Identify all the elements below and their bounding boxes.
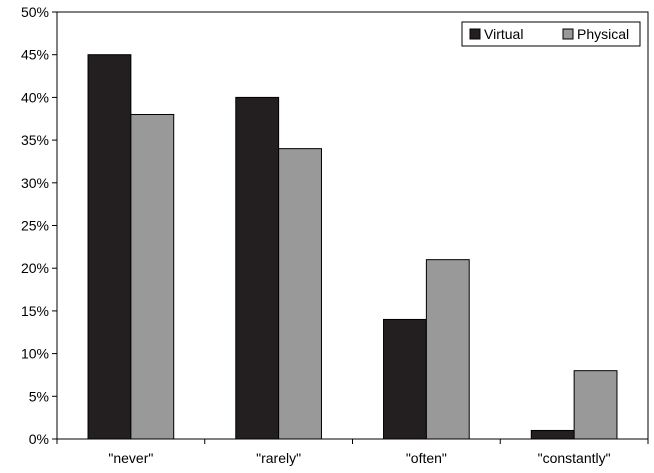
y-tick-label: 20% xyxy=(21,260,49,276)
bar-virtual-3 xyxy=(530,429,575,440)
y-tick-label: 15% xyxy=(21,303,49,319)
bar-physical-0 xyxy=(130,113,175,440)
x-category-label: "constantly" xyxy=(538,450,611,466)
y-tick-label: 45% xyxy=(21,47,49,63)
y-tick-label: 0% xyxy=(29,431,49,447)
x-category-label: "never" xyxy=(108,450,153,466)
bar-physical-2 xyxy=(425,259,470,440)
bar-virtual-0 xyxy=(87,54,132,440)
bar-virtual-2 xyxy=(383,318,427,440)
y-tick-label: 40% xyxy=(21,89,49,105)
legend-swatch-virtual xyxy=(469,28,481,40)
bars xyxy=(87,54,618,440)
legend-swatch-physical xyxy=(562,28,574,40)
bar-virtual-1 xyxy=(235,96,280,440)
x-axis: "never" "rarely" "often" "constantly" xyxy=(56,439,649,466)
y-tick-label: 25% xyxy=(21,218,49,234)
bar-physical-3 xyxy=(573,370,618,440)
y-tick-label: 50% xyxy=(21,4,49,20)
y-axis: 0% 5% 10% 15% 20% 25% 30% 35% 40% 45% 50% xyxy=(21,4,57,447)
x-category-label: "rarely" xyxy=(256,450,301,466)
legend-label-physical: Physical xyxy=(577,26,629,42)
legend-label-virtual: Virtual xyxy=(484,26,523,42)
y-tick-label: 10% xyxy=(21,346,49,362)
y-tick-label: 30% xyxy=(21,175,49,191)
y-tick-label: 5% xyxy=(29,388,49,404)
legend-box xyxy=(461,21,641,47)
x-category-label: "often" xyxy=(406,450,447,466)
legend: Virtual Physical xyxy=(461,21,641,47)
bar-physical-1 xyxy=(278,148,322,440)
y-tick-label: 35% xyxy=(21,132,49,148)
